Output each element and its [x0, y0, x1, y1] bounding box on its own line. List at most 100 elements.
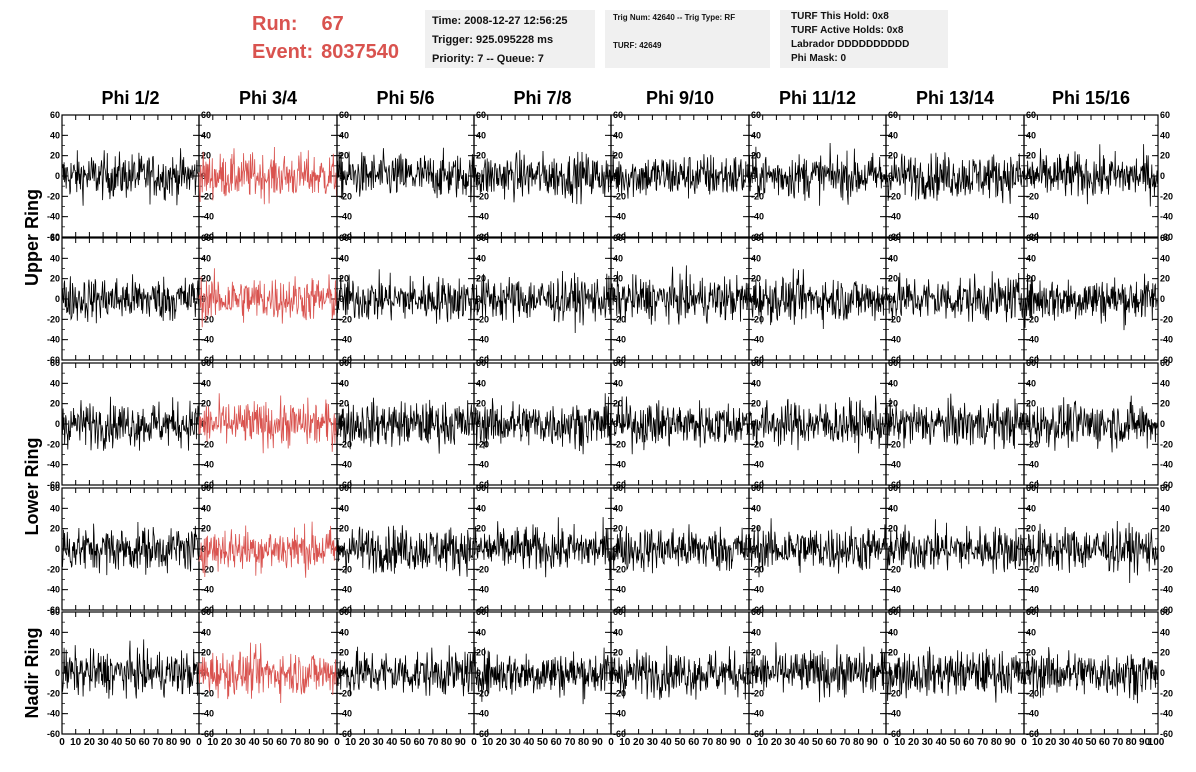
- priority-text: Priority: 7 -- Queue: 7: [432, 53, 544, 65]
- y-tick-label: 40: [1026, 253, 1036, 263]
- waveform-trace: [1023, 273, 1159, 331]
- y-tick-label: -20: [751, 688, 764, 698]
- y-tick-label: -60: [47, 232, 60, 242]
- y-tick-label: -60: [47, 480, 60, 490]
- x-tick-label: 80: [853, 737, 865, 748]
- y-tick-label: 0: [1160, 294, 1165, 304]
- y-tick-label: 40: [1160, 503, 1170, 513]
- event-value: 8037540: [321, 41, 399, 63]
- y-tick-label: 20: [476, 274, 486, 284]
- waveform-trace: [473, 517, 612, 580]
- column-title: Phi 13/14: [916, 88, 994, 108]
- y-tick-label: 20: [1026, 524, 1036, 534]
- x-tick-label: 50: [812, 737, 824, 748]
- y-tick-label: -40: [613, 212, 626, 222]
- y-tick-label: 20: [1160, 274, 1170, 284]
- x-tick-label: 30: [373, 737, 385, 748]
- y-tick-label: -60: [1160, 232, 1173, 242]
- y-tick-label: -40: [888, 709, 901, 719]
- x-tick-label: 30: [1059, 737, 1071, 748]
- y-tick-label: -40: [1160, 585, 1173, 595]
- y-tick-label: -40: [47, 335, 60, 345]
- y-tick-label: 20: [476, 151, 486, 161]
- y-tick-label: 40: [613, 253, 623, 263]
- x-tick-label: 90: [1005, 737, 1017, 748]
- x-tick-label: 0: [196, 737, 202, 748]
- x-tick-label: 40: [798, 737, 810, 748]
- y-tick-label: -20: [476, 439, 489, 449]
- y-tick-label: 40: [613, 503, 623, 513]
- x-tick-label: 0: [471, 737, 477, 748]
- y-tick-label: 40: [751, 503, 761, 513]
- y-tick-label: -40: [476, 212, 489, 222]
- x-tick-label: 10: [207, 737, 219, 748]
- y-tick-label: -40: [751, 212, 764, 222]
- x-tick-label: 30: [922, 737, 934, 748]
- y-tick-label: -20: [751, 191, 764, 201]
- turf-text: TURF: 42649: [613, 41, 662, 50]
- x-tick-label: 70: [839, 737, 851, 748]
- x-tick-label: 70: [152, 737, 164, 748]
- y-tick-label: -20: [47, 191, 60, 201]
- labrador-text: Labrador DDDDDDDDDD: [791, 39, 910, 50]
- y-tick-label: -20: [1026, 191, 1039, 201]
- waveform-trace: [473, 150, 612, 205]
- y-tick-label: -40: [888, 335, 901, 345]
- waveform-trace: [1023, 520, 1159, 584]
- y-tick-label: 40: [1160, 253, 1170, 263]
- y-tick-label: -20: [201, 191, 214, 201]
- y-tick-label: 20: [339, 399, 349, 409]
- waveform-trace: [473, 646, 612, 705]
- x-tick-label: 40: [111, 737, 123, 748]
- ring-label: Lower Ring: [22, 438, 42, 536]
- y-tick-label: 40: [751, 130, 761, 140]
- y-tick-label: -20: [201, 314, 214, 324]
- y-tick-label: -40: [1160, 460, 1173, 470]
- y-tick-label: 40: [50, 253, 60, 263]
- y-tick-label: -60: [1160, 355, 1173, 365]
- x-tick-label: 60: [276, 737, 288, 748]
- y-tick-label: -20: [751, 564, 764, 574]
- waveform-trace: [61, 148, 200, 206]
- y-tick-label: -40: [201, 335, 214, 345]
- y-tick-label: 40: [50, 130, 60, 140]
- y-tick-label: -40: [1160, 212, 1173, 222]
- y-tick-label: 60: [1160, 233, 1170, 243]
- y-tick-label: 20: [201, 648, 211, 658]
- y-tick-label: 40: [476, 130, 486, 140]
- x-tick-label: 50: [949, 737, 961, 748]
- y-tick-label: -20: [888, 191, 901, 201]
- run-label: Run:: [252, 13, 298, 35]
- waveform-trace: [61, 274, 200, 324]
- y-tick-label: 60: [50, 483, 60, 493]
- y-tick-label: -20: [1026, 439, 1039, 449]
- y-tick-label: 40: [1160, 378, 1170, 388]
- y-tick-label: 20: [339, 151, 349, 161]
- event-row: Event: 8037540: [252, 38, 399, 66]
- x-tick-label: 60: [688, 737, 700, 748]
- x-tick-label: 20: [359, 737, 371, 748]
- x-tick-label: 50: [674, 737, 686, 748]
- x-tick-label: 60: [1099, 737, 1111, 748]
- waveform-trace: [610, 150, 750, 199]
- waveform-trace: [610, 645, 750, 700]
- y-tick-label: 40: [751, 627, 761, 637]
- y-tick-label: 20: [1160, 399, 1170, 409]
- trigger-text: Trigger: 925.095228 ms: [432, 34, 554, 46]
- x-tick-label: 50: [537, 737, 549, 748]
- y-tick-label: -20: [1160, 191, 1173, 201]
- x-tick-label: 60: [826, 737, 838, 748]
- panel-frame: [61, 237, 200, 361]
- y-tick-label: 40: [1026, 378, 1036, 388]
- y-tick-label: 40: [888, 130, 898, 140]
- column-title: Phi 3/4: [239, 88, 297, 108]
